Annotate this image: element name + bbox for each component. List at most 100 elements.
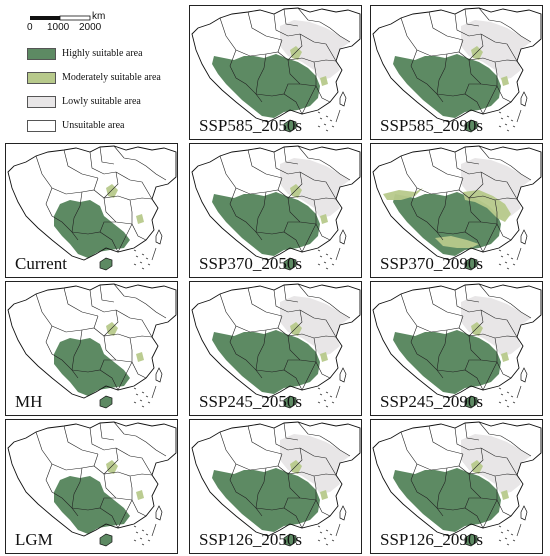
suitability-map	[191, 421, 361, 547]
moderately-suitable-region	[290, 46, 302, 60]
islet-mark	[329, 533, 333, 536]
hainan-island	[464, 533, 478, 547]
islet-mark	[512, 539, 516, 542]
province-boundary	[99, 497, 116, 509]
islet-mark	[516, 523, 522, 537]
lowly-suitable-region	[461, 434, 531, 494]
province-boundary	[464, 146, 480, 165]
province-boundary	[410, 325, 438, 371]
province-boundary	[454, 151, 482, 175]
islet-mark	[139, 261, 143, 264]
province-boundary	[255, 191, 267, 241]
province-boundary	[480, 309, 518, 338]
province-boundary	[93, 315, 99, 329]
scale-bar-tick-1000: 1000	[47, 22, 70, 33]
map-panel-ssp370-2090s: SSP370_2090s	[370, 143, 543, 278]
islet-mark	[141, 405, 145, 408]
province-boundary	[99, 422, 115, 441]
islet-mark	[133, 525, 137, 528]
highly-suitable-region	[212, 468, 320, 532]
country-outline	[372, 421, 542, 537]
map-panel-mh: MH	[5, 281, 178, 416]
islet-mark	[506, 115, 510, 118]
hainan-island	[464, 395, 478, 409]
province-boundary	[99, 284, 115, 303]
suitability-map	[7, 145, 177, 271]
islet-mark	[500, 393, 504, 396]
islet-mark	[317, 263, 321, 266]
islet-mark	[319, 117, 323, 120]
province-boundary	[93, 177, 99, 191]
islet-mark	[506, 543, 510, 546]
moderately-suitable-region	[320, 214, 328, 224]
country-outline	[372, 7, 542, 123]
suitability-map	[191, 7, 361, 133]
province-boundary	[117, 223, 133, 253]
province-boundary	[93, 453, 99, 467]
legend-item-highly: Highly suitable area	[27, 48, 187, 62]
lowly-suitable-region	[280, 20, 350, 80]
suitability-map	[372, 145, 542, 271]
moderately-suitable-region	[501, 490, 509, 500]
islet-mark	[500, 531, 504, 534]
province-boundary	[436, 467, 448, 517]
legend-item-label: Moderately suitable area	[62, 72, 161, 83]
province-boundary	[478, 421, 532, 457]
islet-mark	[317, 539, 321, 542]
islet-mark	[331, 263, 335, 266]
province-boundary	[113, 283, 167, 319]
province-boundary	[464, 221, 481, 233]
islet-mark	[498, 387, 502, 390]
islet-mark	[325, 391, 329, 394]
lowly-suitable-region	[280, 434, 350, 494]
moderately-suitable-region	[501, 352, 509, 362]
lowly-suitable-region	[461, 158, 531, 218]
lowly-suitable-region	[461, 296, 531, 356]
islet-mark	[510, 257, 514, 260]
province-boundary	[99, 359, 116, 371]
islet-mark	[133, 249, 137, 252]
highly-suitable-region	[212, 54, 320, 118]
province-boundary	[283, 8, 299, 27]
legend-swatch	[27, 96, 56, 108]
province-boundary	[478, 7, 532, 43]
map-panel-lgm: LGM	[5, 419, 178, 554]
province-boundary	[301, 499, 317, 529]
province-boundary	[287, 171, 303, 199]
suitability-map	[191, 283, 361, 409]
province-boundary	[299, 447, 337, 476]
islet-mark	[317, 525, 321, 528]
province-boundary	[301, 361, 317, 391]
islet-mark	[139, 537, 143, 540]
islet-mark	[516, 247, 522, 261]
panel-label: SSP126_2050s	[199, 530, 302, 549]
islet-mark	[133, 539, 137, 542]
country-outline	[372, 145, 542, 261]
islet-mark	[133, 387, 137, 390]
province-boundary	[277, 315, 283, 329]
moderately-suitable-region	[463, 190, 511, 222]
islet-mark	[335, 385, 341, 399]
suitability-map	[372, 7, 542, 133]
highly-suitable-region	[54, 200, 130, 258]
islet-mark	[504, 261, 508, 264]
scale-bar-tick-2000: 2000	[79, 22, 102, 33]
hainan-island	[99, 257, 113, 271]
moderately-suitable-region	[320, 352, 328, 362]
islet-mark	[335, 523, 341, 537]
islet-mark	[141, 267, 145, 270]
province-boundary	[482, 85, 498, 115]
taiwan-island	[155, 367, 163, 383]
moderately-suitable-region	[290, 322, 302, 336]
map-panel-ssp585-2050s: SSP585_2050s	[189, 5, 362, 140]
taiwan-island	[520, 91, 528, 107]
province-boundary	[283, 284, 299, 303]
highly-suitable-region	[393, 54, 501, 118]
islet-mark	[506, 129, 510, 132]
islet-mark	[139, 399, 143, 402]
islet-mark	[331, 539, 335, 542]
highly-suitable-region	[393, 192, 501, 256]
islet-mark	[319, 531, 323, 534]
scale-bar	[30, 15, 91, 21]
province-boundary	[115, 447, 153, 476]
